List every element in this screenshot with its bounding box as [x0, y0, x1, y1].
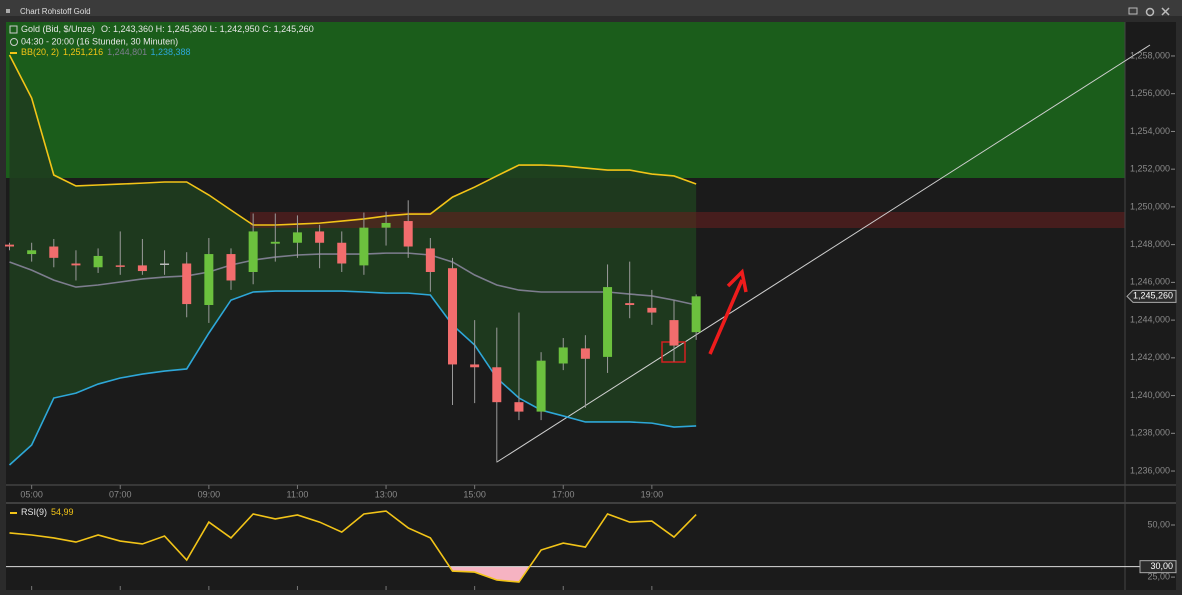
legend: Gold (Bid, $/Unze) O: 1,243,360 H: 1,245,… [9, 24, 314, 517]
y-tick-label: 1,252,000 [1130, 164, 1170, 174]
candle-body [182, 263, 192, 305]
bb-upper-value: 1,251,216 [63, 47, 103, 57]
candle-body [160, 263, 170, 265]
legend-main: Gold (Bid, $/Unze) O: 1,243,360 H: 1,245,… [21, 24, 314, 34]
bb-name: BB(20, 2) [21, 47, 59, 57]
candle-body [115, 265, 125, 267]
candle-body [292, 232, 302, 243]
candle-body [669, 320, 679, 346]
close-button[interactable] [1161, 7, 1170, 16]
candle-body [381, 222, 391, 228]
rsi-tick-label: 25,00 [1147, 571, 1170, 581]
candle-body [359, 227, 369, 266]
instrument-name: Gold (Bid, $/Unze) [21, 24, 95, 34]
chart-icon [9, 25, 18, 34]
bb-lower-value: 1,238,388 [150, 47, 190, 57]
candle-body [270, 241, 280, 244]
y-tick-label: 1,246,000 [1130, 277, 1170, 287]
candle-body [514, 402, 524, 412]
clock-icon [10, 38, 18, 46]
candle-body [204, 254, 214, 306]
y-tick-label: 1,236,000 [1130, 465, 1170, 475]
x-tick-label: 11:00 [287, 489, 309, 499]
rsi-legend: RSI(9) 54,99 [21, 507, 74, 517]
candle-body [470, 364, 480, 368]
ohlc: O: 1,243,360 H: 1,245,360 L: 1,242,950 C… [101, 24, 314, 34]
zone-green [6, 22, 1125, 178]
price-tag-label: 1,245,260 [1133, 291, 1173, 301]
candle-body [49, 246, 59, 258]
candle-body [536, 360, 546, 412]
y-tick-label: 1,250,000 [1130, 201, 1170, 211]
candle-body [137, 265, 147, 272]
rsi-value: 54,99 [51, 507, 74, 517]
window-buttons[interactable] [1128, 7, 1170, 17]
candle-body [580, 348, 590, 359]
candle-body [315, 231, 325, 243]
title-bar [0, 0, 1182, 16]
bb-line [9, 252, 697, 306]
rsi-name: RSI(9) [21, 507, 47, 517]
bb-middle-value: 1,244,801 [107, 47, 147, 57]
bb-line [8, 290, 697, 466]
candle-body [248, 231, 258, 272]
window-icon [6, 9, 10, 13]
settings-button[interactable] [1145, 7, 1155, 17]
x-tick-label: 09:00 [198, 489, 221, 499]
candle-body [448, 268, 457, 365]
y-tick-label: 1,258,000 [1130, 50, 1170, 60]
rsi-level-label: 30,00 [1150, 561, 1173, 571]
candle-body [625, 303, 635, 306]
y-tick-label: 1,238,000 [1130, 428, 1170, 438]
candle-body [5, 244, 14, 247]
candle-body [93, 255, 103, 268]
candle-body [603, 287, 613, 357]
y-tick-label: 1,254,000 [1130, 126, 1170, 136]
trend-line [496, 44, 1151, 463]
candle-body [71, 263, 81, 266]
rsi-oversold-fill [9, 566, 697, 583]
candle-body [558, 347, 568, 364]
x-tick-label: 15:00 [463, 489, 486, 499]
y-tick-label: 1,244,000 [1130, 314, 1170, 324]
bb-line [8, 54, 697, 226]
rsi-level-tag [1139, 560, 1177, 574]
candle-body [425, 248, 435, 272]
y-tick-label: 1,242,000 [1130, 352, 1170, 362]
time-range: 04:30 - 20:00 (16 Stunden, 30 Minuten) [21, 36, 178, 46]
candle-body [337, 242, 347, 264]
candle-body [647, 307, 657, 313]
bands-layer [9, 55, 697, 466]
x-tick-label: 19:00 [641, 489, 664, 499]
window-title: Chart Rohstoff Gold [20, 7, 91, 16]
zone-red [250, 212, 1125, 228]
rsi-tick-label: 50,00 [1147, 519, 1170, 529]
x-tick-label: 13:00 [375, 489, 398, 499]
candle-body [691, 296, 701, 333]
price-tag [1126, 289, 1177, 303]
candle-body [226, 254, 236, 281]
x-tick-label: 07:00 [109, 489, 132, 499]
bb-legend: BB(20, 2) 1,251,216 1,244,801 1,238,388 [21, 47, 191, 57]
x-tick-label: 05:00 [20, 489, 43, 499]
candle-body [492, 367, 502, 403]
candle-body [403, 221, 413, 247]
y-tick-label: 1,248,000 [1130, 239, 1170, 249]
rsi-line [9, 510, 697, 583]
candle-body [27, 250, 37, 255]
y-tick-label: 1,240,000 [1130, 390, 1170, 400]
x-tick-label: 17:00 [552, 489, 575, 499]
detach-button[interactable] [1128, 7, 1138, 15]
band-fill [9, 55, 697, 466]
y-tick-label: 1,256,000 [1130, 88, 1170, 98]
annotation-arrow [708, 268, 748, 355]
